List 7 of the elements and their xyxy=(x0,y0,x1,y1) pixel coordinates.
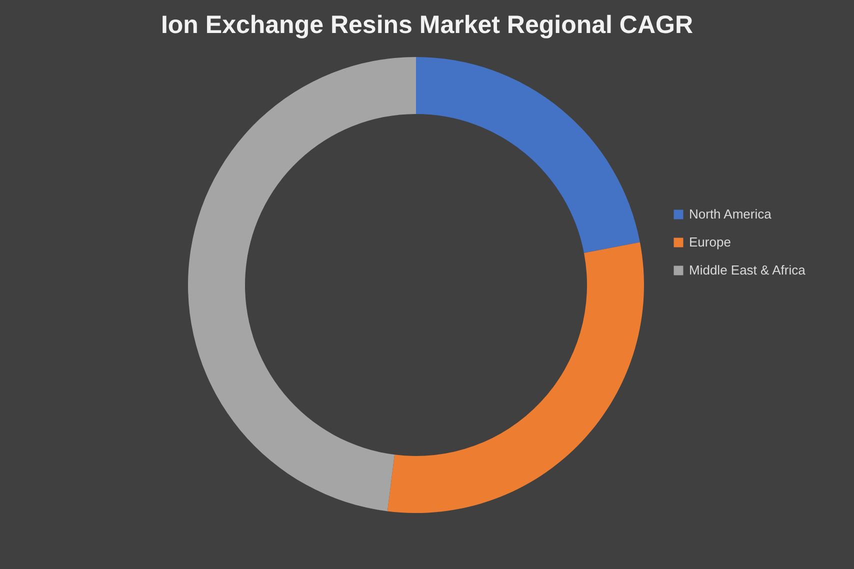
donut-slice xyxy=(416,57,640,253)
chart-title: Ion Exchange Resins Market Regional CAGR xyxy=(160,11,694,39)
donut-slice xyxy=(188,57,416,512)
legend-label: Middle East & Africa xyxy=(689,262,806,278)
legend-label: North America xyxy=(689,206,772,222)
donut-slice xyxy=(387,242,644,513)
legend-label: Europe xyxy=(689,234,731,250)
